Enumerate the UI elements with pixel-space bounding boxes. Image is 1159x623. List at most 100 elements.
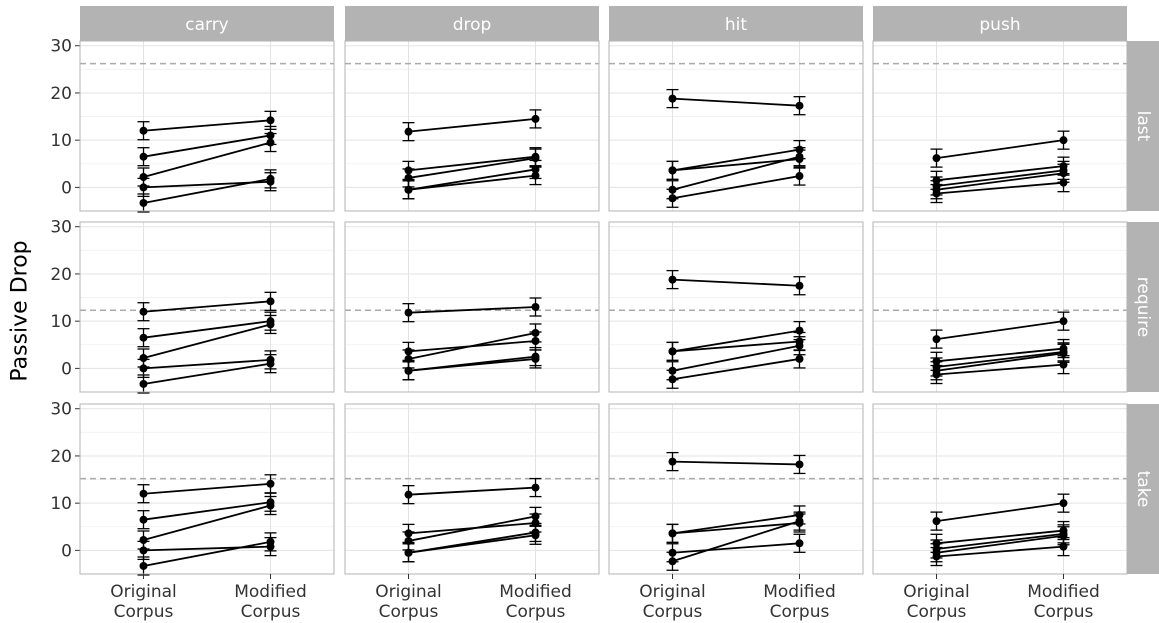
series-line: [936, 181, 1064, 195]
series-line: [408, 332, 536, 360]
data-point: [795, 101, 804, 110]
data-point: [404, 354, 413, 363]
y-tick-label: 10: [50, 312, 72, 332]
data-point: [139, 546, 148, 555]
data-point: [139, 489, 148, 498]
series-line: [936, 169, 1064, 187]
y-tick-label: 0: [61, 178, 72, 198]
series-line: [672, 358, 800, 381]
data-point: [795, 152, 804, 161]
panel-border: [872, 221, 1128, 393]
data-point: [531, 328, 540, 337]
column-strip-label: hit: [725, 15, 747, 35]
series-line: [408, 118, 536, 133]
row-strip: [1127, 404, 1159, 574]
data-point: [795, 281, 804, 290]
series-line: [672, 542, 800, 554]
y-tick-label: 0: [61, 359, 72, 379]
data-point: [531, 354, 540, 363]
panel-background: [345, 404, 599, 574]
data-point: [404, 490, 413, 499]
data-point: [139, 333, 148, 342]
data-point: [668, 457, 677, 466]
series-line: [936, 529, 1064, 545]
row-strip: [1127, 222, 1159, 392]
data-point: [668, 194, 677, 203]
series-line: [408, 515, 536, 542]
data-point: [139, 561, 148, 570]
panel-border: [344, 221, 600, 393]
series-line: [408, 486, 536, 496]
x-tick-label: Original Corpus: [110, 582, 177, 622]
column-strip-label: push: [979, 15, 1020, 35]
data-point: [932, 552, 941, 561]
data-point: [404, 308, 413, 317]
series-line: [143, 545, 271, 552]
series-line: [936, 502, 1064, 523]
series-line: [408, 306, 536, 314]
series-line: [143, 501, 271, 521]
data-point: [404, 366, 413, 375]
series-line: [672, 522, 800, 535]
x-tick-label: Modified Corpus: [763, 582, 836, 622]
x-tick-label: Original Corpus: [639, 582, 706, 622]
data-point: [531, 303, 540, 311]
data-point: [531, 483, 540, 492]
series-line: [408, 358, 536, 372]
data-point: [139, 364, 148, 373]
data-point: [139, 515, 148, 524]
series-line: [936, 320, 1064, 341]
data-point: [932, 335, 941, 344]
series-line: [672, 158, 800, 172]
data-point: [668, 347, 677, 356]
x-tick-label: Modified Corpus: [234, 582, 307, 622]
series-line: [143, 482, 271, 495]
panel-background: [873, 41, 1127, 211]
series-line: [672, 344, 800, 372]
series-line: [143, 323, 271, 359]
data-point: [932, 517, 941, 526]
y-tick-label: 20: [50, 265, 72, 285]
data-point: [932, 189, 941, 198]
data-point: [266, 501, 275, 510]
series-line: [936, 352, 1064, 372]
series-line: [143, 134, 271, 158]
series-line: [936, 165, 1064, 182]
panel-border: [344, 40, 600, 212]
data-point: [266, 138, 275, 147]
data-point: [139, 183, 148, 192]
row-strip-label: last: [1133, 111, 1153, 142]
series-line: [672, 520, 800, 563]
row-strip: [1127, 41, 1159, 211]
data-point: [795, 354, 804, 363]
row-strip-label: require: [1133, 277, 1153, 337]
data-point: [139, 126, 148, 135]
data-point: [1059, 360, 1068, 369]
data-point: [531, 171, 540, 180]
y-tick-label: 10: [50, 131, 72, 151]
panel-background: [873, 222, 1127, 392]
series-line: [408, 168, 536, 191]
series-line: [936, 172, 1064, 191]
series-line: [936, 545, 1064, 558]
series-line: [143, 119, 271, 132]
column-strip: [873, 6, 1127, 41]
series-line: [143, 178, 271, 204]
data-point: [668, 557, 677, 566]
series-line: [143, 300, 271, 313]
data-point: [404, 548, 413, 557]
y-tick-label: 30: [50, 400, 72, 420]
panel-border: [79, 40, 335, 212]
panel-border: [872, 40, 1128, 212]
series-line: [936, 350, 1064, 368]
series-line: [672, 155, 800, 191]
data-point: [932, 370, 941, 379]
data-point: [139, 379, 148, 388]
data-point: [404, 173, 413, 182]
panel-border: [79, 221, 335, 393]
data-point: [795, 341, 804, 350]
series-line: [936, 534, 1064, 554]
data-point: [795, 460, 804, 469]
series-line: [672, 97, 800, 107]
